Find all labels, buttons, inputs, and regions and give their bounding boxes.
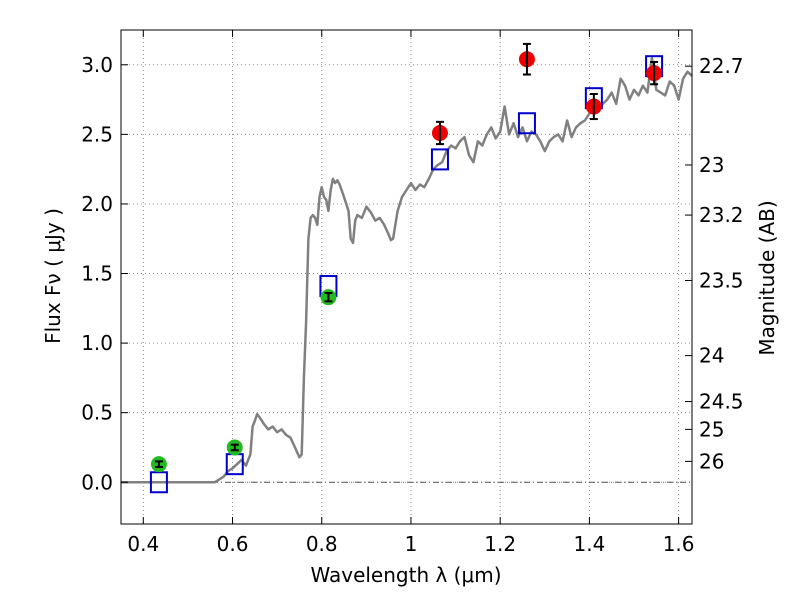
right-axis-ticks: 22.7 23 23.2 23.5 24 24.5 25 26 [685, 54, 744, 473]
x-tick-label: 1.6 [663, 532, 695, 556]
y-axis-ticks: 0.0 0.5 1.0 1.5 2.0 2.5 3.0 [81, 53, 128, 494]
right-tick-label: 23 [699, 153, 724, 177]
x-tick-label: 1 [405, 532, 418, 556]
y-axis-label: Flux Fν ( μJy ) [41, 208, 65, 344]
model-photometry-square [517, 112, 536, 135]
x-tick-label: 0.4 [127, 532, 159, 556]
model-spectrum-line [121, 56, 693, 484]
model-photometry-square [430, 148, 449, 171]
y-tick-label: 0.0 [81, 470, 113, 494]
x-tick-label: 1.4 [573, 532, 605, 556]
x-tick-label: 0.8 [306, 532, 338, 556]
y-tick-label: 2.5 [81, 122, 113, 146]
y-tick-label: 1.5 [81, 262, 113, 286]
x-axis-label: Wavelength λ (μm) [310, 563, 501, 587]
right-tick-label: 24 [699, 344, 724, 368]
y-tick-label: 3.0 [81, 53, 113, 77]
model-photometry-square [149, 471, 168, 494]
y-tick-label: 2.0 [81, 192, 113, 216]
x-tick-label: 0.6 [217, 532, 249, 556]
right-tick-label: 25 [699, 417, 724, 441]
right-tick-label: 23.5 [699, 268, 744, 292]
right-tick-label: 26 [699, 449, 724, 473]
plot-area [121, 42, 693, 494]
plot-frame [120, 29, 693, 525]
grid-lines [121, 30, 692, 524]
y-tick-label: 0.5 [81, 401, 113, 425]
x-tick-label: 1.2 [484, 532, 516, 556]
y-tick-label: 1.0 [81, 331, 113, 355]
right-tick-label: 23.2 [699, 203, 744, 227]
right-tick-label: 24.5 [699, 390, 744, 414]
right-axis-label: Magnitude (AB) [755, 200, 779, 355]
right-tick-label: 22.7 [699, 54, 744, 78]
x-axis-ticks: 0.4 0.6 0.8 1 1.2 1.4 1.6 [127, 30, 695, 556]
